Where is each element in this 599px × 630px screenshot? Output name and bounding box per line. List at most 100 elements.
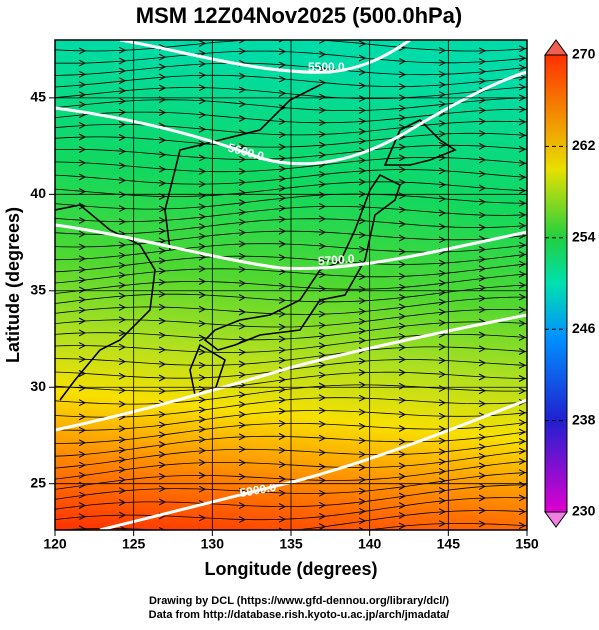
stream-arrow: [39, 344, 45, 350]
stream-arrow: [39, 440, 45, 446]
y-tick-label: 30: [30, 378, 46, 394]
stream-arrow: [239, 542, 245, 548]
continent: [55, 204, 156, 401]
streamline: [55, 472, 527, 500]
streamline: [55, 397, 527, 418]
streamline: [55, 206, 527, 223]
contour-line: [55, 313, 527, 432]
streamline: [55, 218, 527, 235]
stream-arrow: [39, 322, 45, 328]
x-tick-label: 125: [122, 536, 146, 552]
honshu: [203, 173, 401, 351]
streamline: [55, 169, 527, 185]
x-tick-label: 130: [201, 536, 225, 552]
streamline: [55, 284, 527, 304]
streamline: [55, 109, 527, 124]
colorbar: [544, 54, 568, 513]
stream-arrow: [39, 147, 45, 153]
streamline: [55, 243, 527, 261]
streamline: [55, 62, 527, 76]
streamline: [55, 253, 527, 273]
footer-line: Data from http://database.rish.kyoto-u.a…: [149, 609, 450, 621]
streamline: [55, 50, 527, 64]
streamline: [55, 296, 527, 315]
contour-line: [55, 223, 527, 271]
streamline: [365, 523, 527, 530]
colorbar-min-arrow: [544, 511, 568, 528]
x-tick-label: 150: [515, 536, 539, 552]
colorbar-tick-label: 230: [572, 503, 596, 519]
x-tick-label: 135: [279, 536, 303, 552]
streamline: [55, 193, 527, 210]
colorbar-tick-label: 238: [572, 411, 596, 427]
stream-arrow: [39, 312, 45, 318]
streamline: [55, 359, 527, 379]
streamline: [57, 510, 527, 530]
contour-line: [99, 398, 527, 530]
streamline: [55, 334, 527, 353]
stream-arrow: [39, 159, 45, 165]
stream-arrow: [39, 412, 45, 418]
contour-line: [119, 40, 411, 74]
stream-arrow: [39, 302, 45, 308]
stream-arrow: [39, 243, 45, 249]
stream-arrow: [278, 40, 285, 43]
stream-arrow: [39, 332, 45, 338]
stream-arrow: [39, 106, 45, 112]
streamline: [55, 450, 527, 480]
colorbar-tick-label: 262: [572, 137, 596, 153]
stream-arrow: [278, 527, 285, 530]
streamline: [55, 371, 527, 392]
title: MSM 12Z04Nov2025 (500.0hPa): [136, 3, 463, 28]
stream-arrow: [158, 526, 166, 530]
stream-arrow: [39, 397, 45, 403]
stream-arrow: [358, 527, 366, 530]
streamline: [55, 132, 527, 148]
hokkaido: [383, 119, 457, 166]
colorbar-max-arrow: [544, 39, 568, 56]
x-axis-label: Longitude (degrees): [204, 559, 377, 579]
stream-arrow: [39, 356, 45, 362]
stream-arrow: [39, 426, 45, 432]
y-tick-label: 25: [30, 474, 46, 490]
stream-arrow: [39, 46, 45, 52]
contour-label: 5900.0: [239, 480, 278, 500]
stream-arrow: [39, 269, 45, 275]
streamline: [55, 346, 527, 366]
streamline: [55, 230, 527, 248]
colorbar-tick-label: 246: [572, 320, 596, 336]
stream-arrow: [39, 498, 45, 504]
stream-arrow: [39, 116, 45, 122]
streamline: [55, 74, 527, 88]
streamline: [55, 263, 527, 284]
stream-arrow: [39, 136, 45, 142]
streamline: [55, 484, 527, 510]
streamline: [55, 410, 527, 431]
streamline: [55, 86, 527, 99]
colorbar-tick-label: 270: [572, 46, 596, 62]
contour-label: 5500.0: [308, 60, 345, 74]
stream-arrow: [159, 542, 165, 548]
stream-arrow: [39, 126, 45, 132]
stream-arrow: [39, 60, 45, 66]
streamline: [55, 497, 527, 521]
streamline: [55, 431, 527, 457]
stream-arrow: [39, 369, 45, 375]
streamline: [55, 156, 527, 173]
streamline: [55, 440, 527, 469]
streamline: [55, 309, 527, 328]
stream-arrow: [39, 215, 45, 221]
stream-arrow: [39, 229, 45, 235]
streamline: [55, 384, 527, 405]
x-tick-label: 145: [437, 536, 461, 552]
y-tick-label: 45: [30, 89, 46, 105]
contours: [55, 40, 527, 530]
y-tick-label: 35: [30, 281, 46, 297]
stream-arrow: [39, 73, 45, 79]
colorbar-tick-label: 254: [572, 229, 596, 245]
streamline: [55, 120, 527, 136]
streamline: [55, 144, 527, 160]
streamline: [55, 181, 527, 198]
contour-label: 5700.0: [317, 252, 355, 269]
x-tick-label: 140: [358, 536, 382, 552]
